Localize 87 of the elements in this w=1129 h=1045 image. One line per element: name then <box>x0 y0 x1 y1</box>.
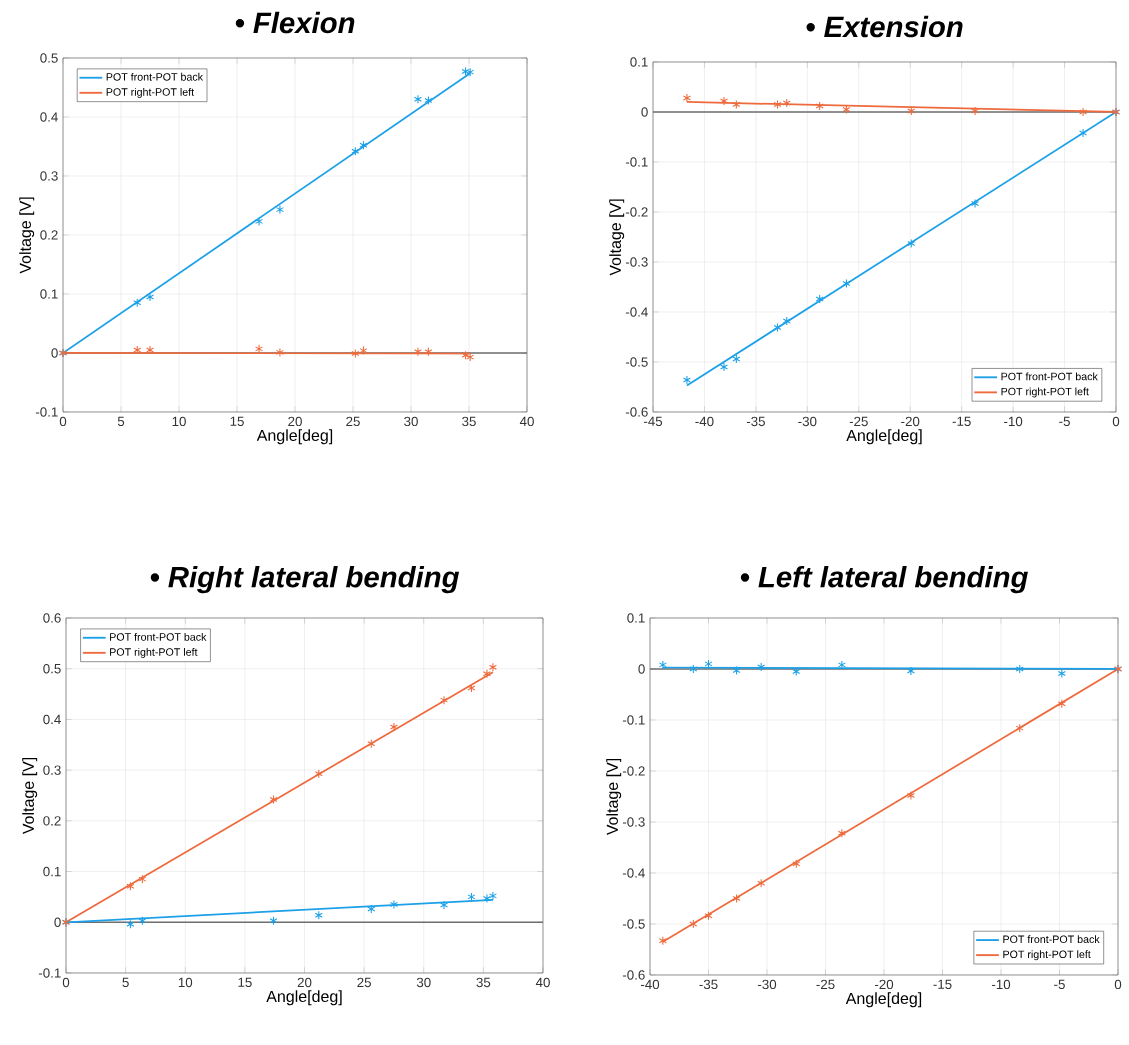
x-tick-label: -40 <box>640 979 660 990</box>
x-tick-label: 40 <box>519 416 534 427</box>
y-tick-label: 0 <box>51 348 58 358</box>
x-axis-title: Angle[deg] <box>846 429 922 445</box>
chart-title: • Flexion <box>235 11 355 34</box>
y-tick-label: 0.3 <box>40 171 58 181</box>
legend-label: POT right-POT left <box>1003 950 1091 961</box>
y-tick-label: 0.4 <box>40 112 58 122</box>
legend-label: POT front-POT back <box>1001 372 1098 381</box>
x-tick-label: 20 <box>297 977 312 988</box>
x-tick-label: 15 <box>230 416 244 426</box>
x-tick-label: 0 <box>1114 979 1122 990</box>
y-tick-label: 0 <box>641 107 648 117</box>
x-tick-label: 35 <box>462 416 476 427</box>
y-tick-label: 0.5 <box>43 663 61 674</box>
x-tick-label: 0 <box>1112 416 1120 427</box>
x-tick-label: -40 <box>695 416 714 427</box>
y-tick-label: -0.2 <box>622 766 645 776</box>
y-tick-label: 0.1 <box>627 613 645 623</box>
y-tick-label: -0.4 <box>625 307 648 317</box>
x-tick-label: -25 <box>816 979 835 990</box>
y-axis-title: Voltage [V] <box>22 757 38 835</box>
x-tick-label: 30 <box>416 977 431 988</box>
legend-label: POT right-POT left <box>106 87 195 98</box>
x-tick-label: 25 <box>346 416 360 427</box>
x-tick-label: 10 <box>178 977 193 988</box>
y-tick-label: -0.1 <box>38 968 61 978</box>
x-tick-label: 0 <box>62 977 70 988</box>
chart-title: • Extension <box>806 15 963 38</box>
x-tick-label: -30 <box>798 416 817 427</box>
x-tick-label: -45 <box>643 416 663 426</box>
x-tick-label: 20 <box>288 416 302 427</box>
y-tick-label: 0 <box>54 917 61 927</box>
y-tick-label: -0.1 <box>625 157 648 167</box>
chart-title: • Left lateral bending <box>740 565 1028 594</box>
y-tick-label: 0.6 <box>43 613 61 623</box>
y-tick-label: -0.3 <box>622 817 645 827</box>
x-axis-title: Angle[deg] <box>266 990 342 1006</box>
x-tick-label: -15 <box>952 416 971 426</box>
x-tick-label: -10 <box>991 979 1011 990</box>
x-tick-label: -5 <box>1054 979 1065 989</box>
y-tick-label: 0.2 <box>40 230 58 240</box>
x-tick-label: -20 <box>874 979 894 990</box>
y-tick-label: -0.1 <box>35 407 58 417</box>
y-axis-title: Voltage [V] <box>609 199 625 276</box>
y-tick-label: -0.2 <box>625 207 648 217</box>
x-axis-title: Angle[deg] <box>845 992 922 1008</box>
legend-label: POT right-POT left <box>1001 387 1089 398</box>
y-tick-label: -0.1 <box>622 715 645 725</box>
x-tick-label: -15 <box>933 979 952 989</box>
y-tick-label: 0.2 <box>43 816 61 826</box>
y-tick-label: 0.3 <box>43 765 61 775</box>
y-tick-label: -0.3 <box>625 257 648 267</box>
x-axis-title: Angle[deg] <box>256 429 333 445</box>
x-tick-label: -20 <box>901 416 920 427</box>
x-tick-label: -5 <box>1059 416 1070 426</box>
y-tick-label: 0 <box>638 664 645 674</box>
x-tick-label: -35 <box>699 979 718 990</box>
x-tick-label: -30 <box>757 979 777 990</box>
y-tick-label: -0.5 <box>622 919 645 929</box>
x-tick-label: 15 <box>238 977 252 987</box>
x-tick-label: -10 <box>1004 416 1023 427</box>
x-tick-label: 25 <box>357 977 371 988</box>
legend-label: POT right-POT left <box>110 647 198 658</box>
y-tick-label: 0.4 <box>43 714 61 725</box>
y-tick-label: 0.1 <box>630 57 648 67</box>
legend-label: POT front-POT back <box>1003 935 1100 944</box>
legend-label: POT front-POT back <box>106 72 204 81</box>
x-tick-label: 10 <box>172 416 186 427</box>
chart-title: • Right lateral bending <box>150 565 460 594</box>
y-tick-label: -0.6 <box>622 970 645 980</box>
y-tick-label: 0.1 <box>43 866 61 877</box>
x-tick-label: -35 <box>746 416 765 427</box>
x-tick-label: 40 <box>535 977 550 988</box>
y-tick-label: -0.6 <box>625 407 648 417</box>
y-tick-label: 0.1 <box>40 289 58 299</box>
y-tick-label: 0.5 <box>40 53 58 63</box>
y-tick-label: -0.5 <box>625 357 648 367</box>
y-axis-title: Voltage [V] <box>19 197 35 274</box>
y-tick-label: -0.4 <box>622 868 645 878</box>
x-tick-label: 35 <box>476 977 491 988</box>
x-tick-label: 30 <box>404 416 418 427</box>
x-tick-label: 5 <box>117 416 125 426</box>
legend-label: POT front-POT back <box>110 632 207 641</box>
x-tick-label: -25 <box>849 416 868 427</box>
y-axis-title: Voltage [V] <box>606 758 622 836</box>
x-tick-label: 5 <box>122 977 129 987</box>
